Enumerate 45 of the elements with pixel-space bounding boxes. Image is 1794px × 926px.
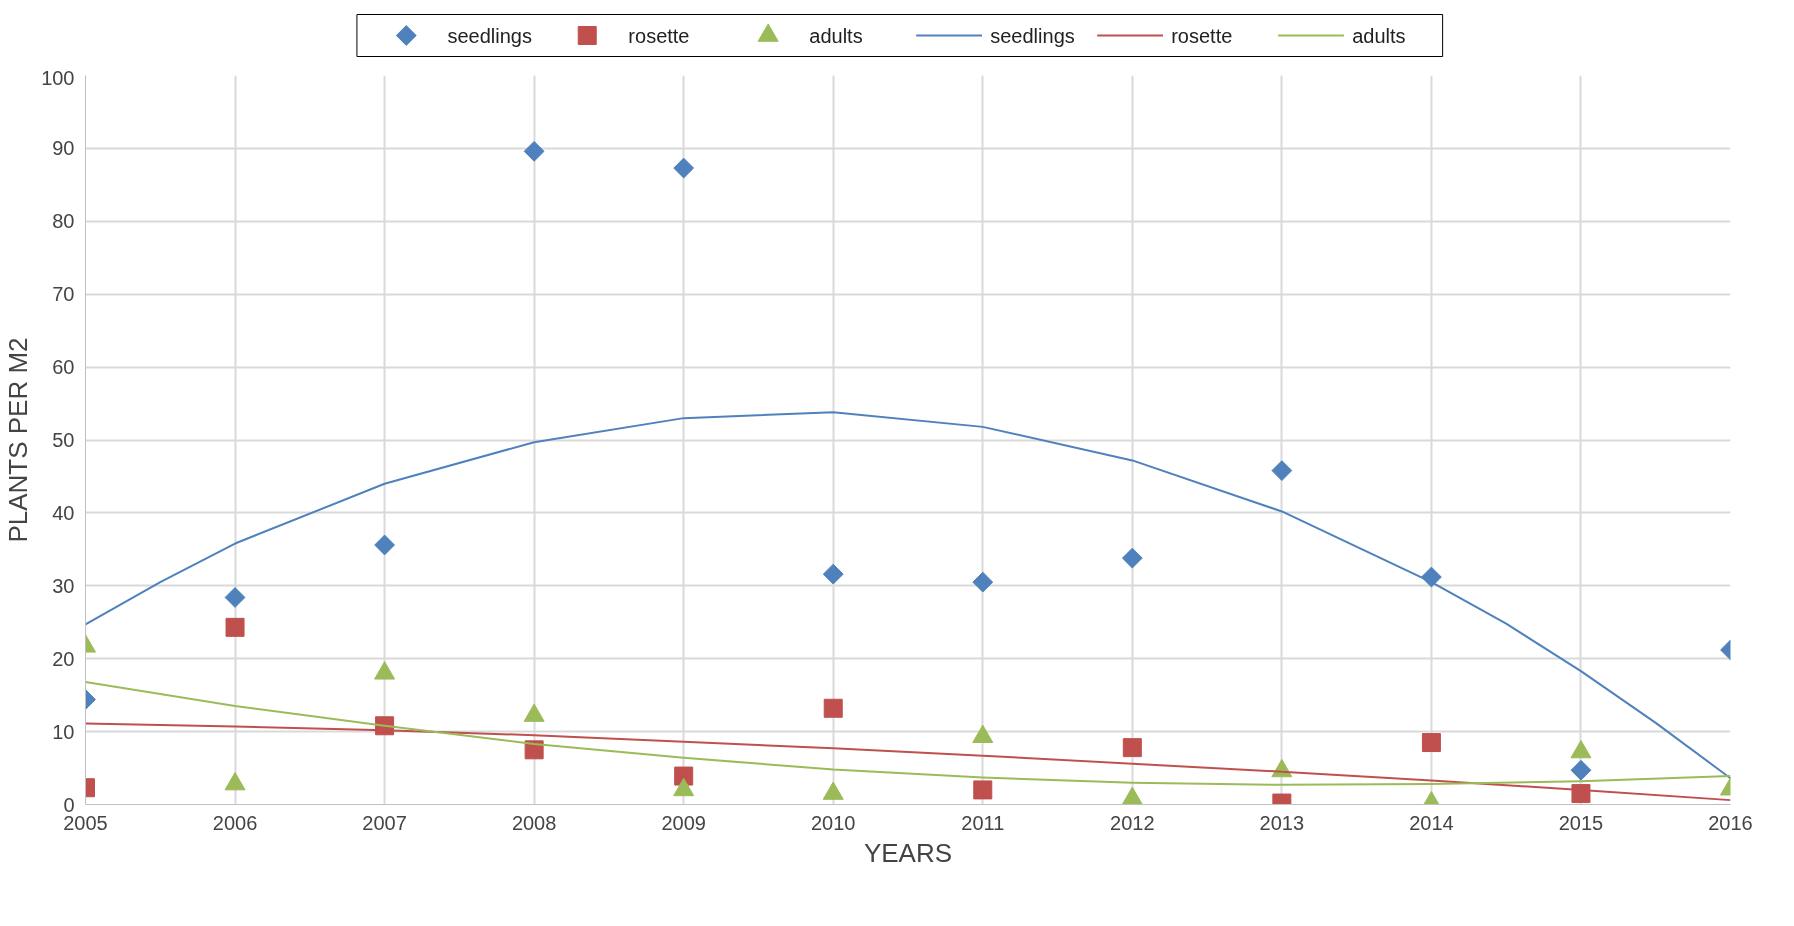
x-tick-label: 2015	[1558, 811, 1604, 834]
x-tick-label: 2010	[810, 811, 856, 834]
x-tick-label: 2011	[961, 811, 1005, 834]
legend-label: adults	[1352, 24, 1406, 47]
legend-label: rosette	[1171, 24, 1233, 47]
point	[972, 571, 994, 593]
y-tick-label: 30	[52, 574, 75, 597]
point	[523, 140, 545, 162]
point	[225, 617, 245, 637]
x-axis-title: YEARS	[863, 837, 953, 868]
x-tick-label: 2013	[1259, 811, 1305, 834]
legend-label: seedlings	[447, 24, 532, 47]
y-tick-label: 100	[41, 66, 75, 89]
x-tick-label: 2006	[212, 811, 258, 834]
point	[224, 587, 246, 608]
point	[374, 534, 395, 556]
legend-label: seedlings	[990, 24, 1075, 47]
y-tick-label: 50	[52, 429, 75, 451]
point	[673, 157, 695, 179]
point	[1121, 547, 1143, 569]
x-tick-label: 2012	[1110, 811, 1155, 834]
point	[1570, 759, 1592, 781]
y-tick-label: 10	[52, 720, 75, 743]
x-tick-label: 2008	[511, 811, 557, 834]
legend-label: adults	[809, 24, 863, 47]
legend-label: rosette	[628, 24, 690, 47]
point	[1571, 784, 1591, 804]
y-tick-label: 60	[52, 356, 75, 379]
point	[973, 780, 993, 800]
point	[822, 563, 844, 585]
y-axis-title: PLANTS PER M2	[3, 337, 34, 543]
point	[1421, 566, 1442, 588]
y-tick-label: 70	[52, 283, 75, 306]
point	[1421, 733, 1441, 753]
x-tick-label: 2014	[1409, 811, 1454, 834]
x-tick-label: 2016	[1708, 811, 1753, 834]
point	[823, 698, 843, 718]
point	[1271, 460, 1293, 482]
y-tick-label: 80	[52, 210, 75, 233]
y-tick-label: 20	[52, 647, 75, 670]
y-tick-label: 40	[52, 501, 75, 524]
y-tick-label: 90	[52, 137, 75, 160]
x-tick-label: 2009	[661, 811, 706, 834]
point	[1122, 738, 1142, 758]
x-tick-label: 2007	[362, 811, 407, 834]
